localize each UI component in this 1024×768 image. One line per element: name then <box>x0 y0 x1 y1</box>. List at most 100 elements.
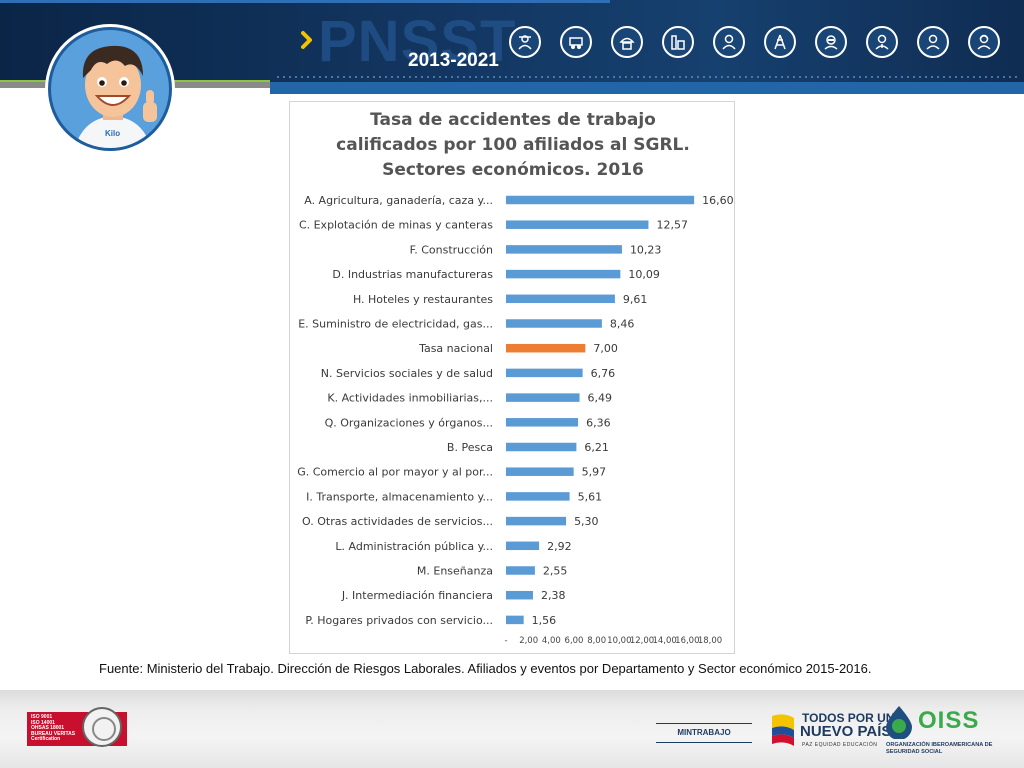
category-label: Q. Organizaciones y órganos... <box>325 416 493 429</box>
bar <box>506 516 567 526</box>
bar <box>506 245 622 254</box>
cert-line: ISO 14001 <box>31 719 55 726</box>
bar <box>506 319 602 328</box>
mascot-shirt-text: Kilo <box>105 129 120 138</box>
x-tick-label: 14,00 <box>652 636 676 646</box>
category-label: I. Transporte, almacenamiento y... <box>306 490 493 503</box>
data-label: 8,46 <box>610 318 635 331</box>
oiss-text: OISS <box>918 707 980 734</box>
welder-icon <box>815 26 847 58</box>
cert-line: BUREAU VERITAS <box>31 730 76 737</box>
data-label: 2,55 <box>543 565 568 578</box>
footer: ISO 9001 ISO 14001 OHSAS 18001 BUREAU VE… <box>0 690 1024 768</box>
bureau-veritas-seal-icon <box>82 707 122 747</box>
colombia-flag-icon <box>772 714 794 746</box>
todos-line-3: PAZ EQUIDAD EDUCACIÓN <box>802 742 878 748</box>
construction-worker-icon <box>611 26 643 58</box>
cert-line: Certification <box>31 736 61 743</box>
brand-title: PNSST <box>318 9 517 74</box>
category-label: O. Otras actividades de servicios... <box>302 515 493 528</box>
category-label: E. Suministro de electricidad, gas... <box>298 318 493 331</box>
data-label: 6,36 <box>586 416 611 429</box>
x-tick-label: 6,00 <box>565 636 584 646</box>
header-blue-stripe <box>270 82 1024 94</box>
category-label: B. Pesca <box>447 441 493 454</box>
factory-icon <box>662 26 694 58</box>
source-note: Fuente: Ministerio del Trabajo. Direcció… <box>99 661 872 676</box>
data-label: 2,92 <box>547 540 572 553</box>
chart-title-line-1: Tasa de accidentes de trabajo <box>370 110 656 130</box>
bar <box>506 615 524 625</box>
bar <box>506 269 621 279</box>
data-label: 6,76 <box>591 367 616 380</box>
mascot-illustration: Kilo <box>74 45 157 148</box>
data-label: 5,61 <box>578 490 603 503</box>
bar <box>506 343 586 353</box>
x-tick-label: 16,00 <box>675 636 699 646</box>
category-label: M. Enseñanza <box>417 565 493 578</box>
category-label: K. Actividades inmobiliarias,... <box>327 392 493 405</box>
bar <box>506 368 583 378</box>
bar <box>506 467 574 476</box>
data-label: 12,57 <box>656 219 688 232</box>
x-tick-label: 12,00 <box>630 636 654 646</box>
mintrabajo-logo: MINTRABAJO <box>656 723 752 743</box>
category-label: N. Servicios sociales y de salud <box>321 367 493 380</box>
x-tick-label: 10,00 <box>607 636 631 646</box>
support-worker-icon <box>968 26 1000 58</box>
bar-chart: A. Agricultura, ganadería, caza y... 16,6… <box>297 194 733 646</box>
cert-line: ISO 9001 <box>31 714 53 720</box>
oiss-logo: OISS ORGANIZACIÓN IBEROAMERICANA DE SEGU… <box>884 705 994 761</box>
x-tick-label: - <box>504 636 507 646</box>
data-label: 7,00 <box>593 342 618 355</box>
oiss-subtitle: ORGANIZACIÓN IBEROAMERICANA DE SEGURIDAD… <box>886 742 993 755</box>
data-label: 10,09 <box>628 268 660 281</box>
bar <box>506 442 577 452</box>
cert-line: OHSAS 18001 <box>31 725 65 732</box>
category-label: F. Construcción <box>410 243 493 256</box>
data-label: 10,23 <box>630 243 662 256</box>
category-label: D. Industrias manufactureras <box>332 268 493 281</box>
bar <box>506 195 695 205</box>
data-label: 6,49 <box>588 392 613 405</box>
x-tick-label: 18,00 <box>698 636 722 646</box>
header-dotted-divider <box>275 76 1020 78</box>
x-tick-label: 2,00 <box>519 636 538 646</box>
electrical-tower-icon <box>764 26 796 58</box>
chevron-right-icon <box>301 31 312 49</box>
category-label: Tasa nacional <box>418 342 493 355</box>
bar <box>506 566 535 575</box>
office-worker-icon <box>917 26 949 58</box>
bar <box>506 393 580 402</box>
todos-line-2: NUEVO PAÍS <box>800 723 892 740</box>
mining-vehicle-icon <box>560 26 592 58</box>
data-label: 1,56 <box>532 614 557 627</box>
x-tick-label: 8,00 <box>587 636 606 646</box>
header-banner: PNSST 2013-2021 <box>0 0 1024 82</box>
data-label: 5,97 <box>582 466 607 479</box>
header-accent-line <box>0 0 610 3</box>
x-tick-label: 4,00 <box>542 636 561 646</box>
farmer-icon <box>509 26 541 58</box>
todos-line-1: TODOS POR UN <box>802 711 895 725</box>
category-label: C. Explotación de minas y canteras <box>299 219 493 232</box>
category-label: L. Administración pública y... <box>335 540 493 553</box>
bar <box>506 492 570 501</box>
healthcare-worker-icon <box>866 26 898 58</box>
data-label: 5,30 <box>574 515 599 528</box>
chart-title: Tasa de accidentes de trabajo calificado… <box>290 108 736 183</box>
data-label: 6,21 <box>584 441 609 454</box>
chart-title-line-3: Sectores económicos. 2016 <box>382 160 644 180</box>
bar <box>506 590 533 600</box>
chart-title-line-2: calificados por 100 afiliados al SGRL. <box>336 135 690 155</box>
category-label: A. Agricultura, ganadería, caza y... <box>304 194 493 207</box>
bar <box>506 418 579 427</box>
oiss-drop-icon <box>886 706 912 739</box>
mintrabajo-text: MINTRABAJO <box>677 728 731 737</box>
brand-years: 2013-2021 <box>408 50 499 71</box>
todos-por-un-nuevo-pais-logo: TODOS POR UN NUEVO PAÍS PAZ EQUIDAD EDUC… <box>770 708 894 756</box>
bar <box>506 294 615 304</box>
chart-panel: Tasa de accidentes de trabajo calificado… <box>289 101 735 654</box>
category-label: P. Hogares privados con servicio... <box>305 614 493 627</box>
mascot-avatar: Kilo <box>48 27 172 151</box>
